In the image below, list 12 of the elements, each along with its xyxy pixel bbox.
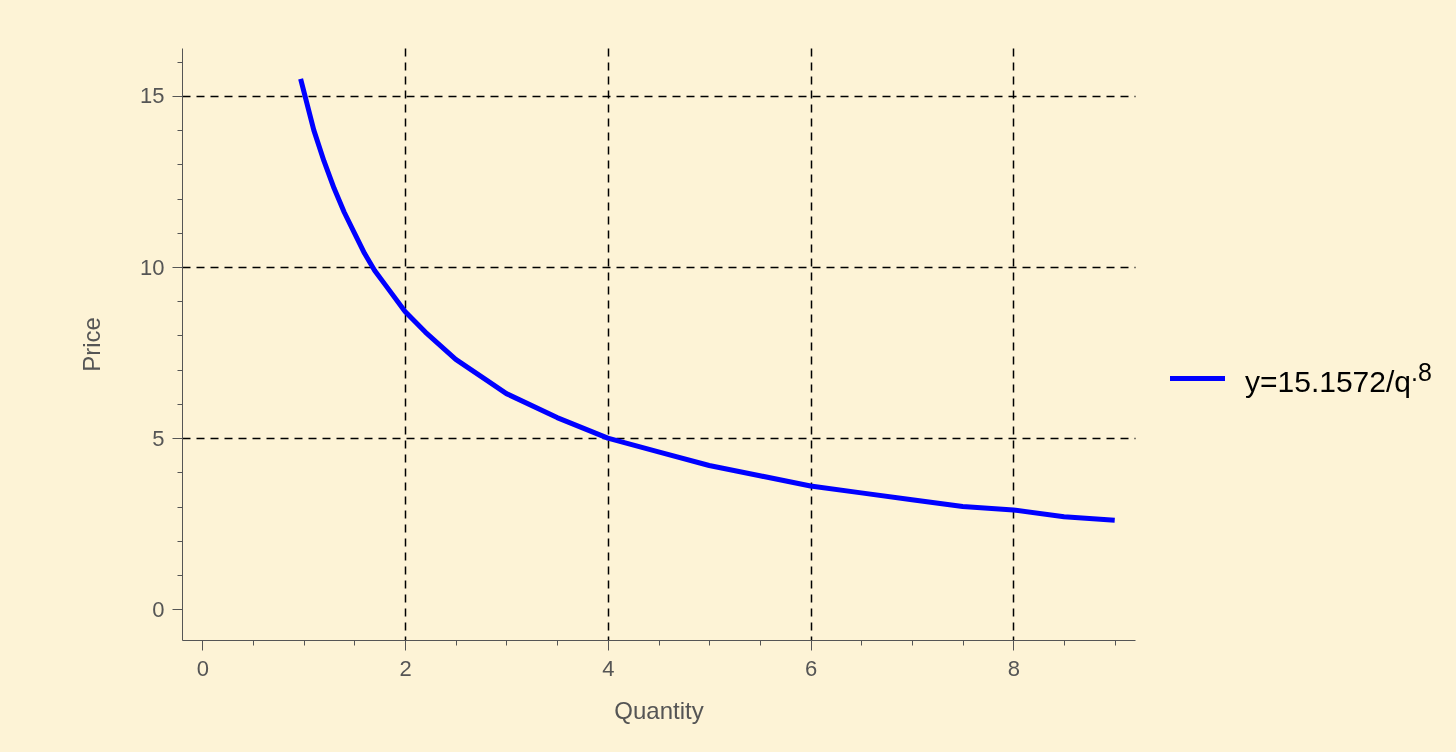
legend-label: y=15.1572/q$^{.8}$	[1245, 358, 1432, 399]
y-tick-label: 15	[140, 83, 165, 109]
y-tick-label: 10	[140, 254, 165, 280]
y-tick-label: 5	[152, 425, 165, 451]
y-tick-label: 0	[152, 596, 165, 622]
x-tick-label: 6	[804, 655, 818, 681]
y-axis-title: Price	[78, 317, 106, 372]
x-tick-label: 2	[399, 655, 412, 681]
x-tick-label: 8	[1007, 655, 1020, 681]
x-tick-label: 4	[602, 655, 615, 681]
x-tick-label: 0	[196, 655, 209, 681]
x-axis-title: Quantity	[614, 696, 704, 724]
